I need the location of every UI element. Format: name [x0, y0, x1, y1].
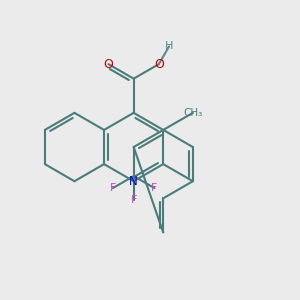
Text: O: O: [154, 58, 164, 70]
Text: N: N: [129, 175, 138, 188]
Text: O: O: [103, 58, 113, 70]
Text: F: F: [151, 183, 158, 193]
Text: F: F: [130, 195, 137, 205]
Text: CH₃: CH₃: [183, 108, 202, 118]
Text: H: H: [165, 41, 173, 51]
Text: F: F: [110, 183, 116, 193]
